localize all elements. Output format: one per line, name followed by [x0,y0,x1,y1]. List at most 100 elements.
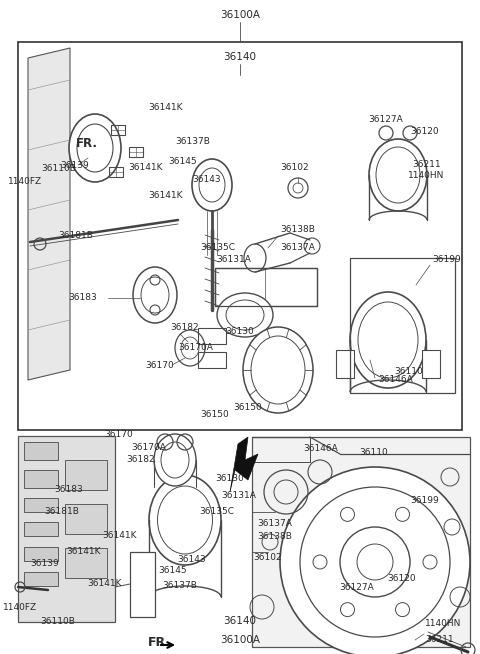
Ellipse shape [154,434,196,486]
Bar [24,442,58,460]
Ellipse shape [175,330,205,366]
Polygon shape [230,437,258,492]
Text: 36120: 36120 [387,574,416,583]
Text: 36141K: 36141K [148,190,182,199]
Text: 36211: 36211 [425,634,454,644]
Text: 36141K: 36141K [67,547,101,557]
Text: 36141K: 36141K [128,164,163,173]
Text: 36110: 36110 [359,448,388,457]
Text: 36143: 36143 [178,555,206,564]
Bar [350,258,455,393]
Text: 36137B: 36137B [163,581,197,591]
Bar [109,167,123,177]
Circle shape [300,487,450,637]
Ellipse shape [133,267,177,323]
Text: 36131A: 36131A [216,256,252,264]
Bar [198,328,226,344]
Text: FR.: FR. [148,636,171,649]
Text: 36146A: 36146A [378,375,413,385]
Text: 36135C: 36135C [200,243,235,252]
Bar [215,268,317,306]
Text: 36181B: 36181B [58,232,93,241]
Ellipse shape [243,327,313,413]
Text: 36150: 36150 [234,404,263,413]
Text: 36127A: 36127A [339,583,373,592]
Text: 36182: 36182 [126,455,155,464]
Bar [24,572,58,586]
Bar [24,470,58,488]
Text: 36199: 36199 [432,256,461,264]
Text: 36141K: 36141K [102,531,136,540]
Text: 36183: 36183 [55,485,84,494]
Text: 36100A: 36100A [220,634,260,645]
Text: 36110B: 36110B [41,164,76,173]
Text: 36145: 36145 [158,566,187,576]
Text: 36199: 36199 [410,496,439,506]
Bar [18,42,462,430]
Text: 36139: 36139 [60,160,89,169]
Text: 36143: 36143 [192,175,221,184]
Text: 36137B: 36137B [175,137,210,146]
Polygon shape [18,436,115,622]
Bar [65,504,107,534]
Text: 36170: 36170 [105,430,133,439]
Text: 36183: 36183 [68,294,97,303]
Text: 36130: 36130 [226,328,254,337]
Ellipse shape [350,292,426,388]
Text: 36139: 36139 [30,559,59,568]
Ellipse shape [244,244,266,272]
Text: 36131A: 36131A [222,491,256,500]
Bar [130,552,155,617]
Bar [24,522,58,536]
Text: 36110: 36110 [394,368,423,377]
Text: 36181B: 36181B [44,507,79,516]
Ellipse shape [217,293,273,337]
Text: 36138B: 36138B [280,226,315,235]
Ellipse shape [192,159,232,211]
Bar [24,547,58,561]
Text: 36170A: 36170A [178,343,213,353]
Text: 36211: 36211 [412,160,441,169]
Ellipse shape [369,139,427,211]
Polygon shape [28,48,70,380]
Bar [65,548,107,578]
Text: 36137A: 36137A [280,243,315,252]
Circle shape [280,467,470,654]
Text: 36146A: 36146A [303,444,338,453]
Text: 36127A: 36127A [368,116,403,124]
Text: 36141K: 36141K [148,103,182,112]
Bar [65,460,107,490]
Text: 36130: 36130 [215,474,244,483]
Text: 36135C: 36135C [200,507,234,516]
Text: 36137A: 36137A [257,519,292,528]
Text: 36145: 36145 [168,158,197,167]
Text: 36120: 36120 [410,128,439,137]
Text: 36138B: 36138B [257,532,292,541]
Bar [129,147,143,157]
Text: 1140FZ: 1140FZ [8,177,42,186]
Bar [422,350,440,378]
Bar [215,268,317,306]
Text: 36170: 36170 [145,360,174,370]
Text: 36140: 36140 [224,616,256,627]
Text: 36170A: 36170A [132,443,166,452]
Text: 36140: 36140 [224,52,256,62]
Text: 36150: 36150 [201,410,229,419]
Text: 1140FZ: 1140FZ [3,602,37,611]
Text: 36182: 36182 [170,324,199,332]
Text: 36102: 36102 [281,164,309,173]
Bar [336,350,354,378]
Ellipse shape [69,114,121,182]
Polygon shape [252,437,470,647]
Text: 36110B: 36110B [41,617,75,627]
Text: 1140HN: 1140HN [408,171,444,180]
Text: 36141K: 36141K [87,579,122,588]
Text: 36100A: 36100A [220,10,260,20]
Text: 1140HN: 1140HN [425,619,461,628]
Ellipse shape [149,475,221,565]
Bar [24,498,58,512]
Text: FR.: FR. [75,137,97,150]
Bar [111,125,125,135]
Text: 36102: 36102 [253,553,282,562]
Bar [198,352,226,368]
